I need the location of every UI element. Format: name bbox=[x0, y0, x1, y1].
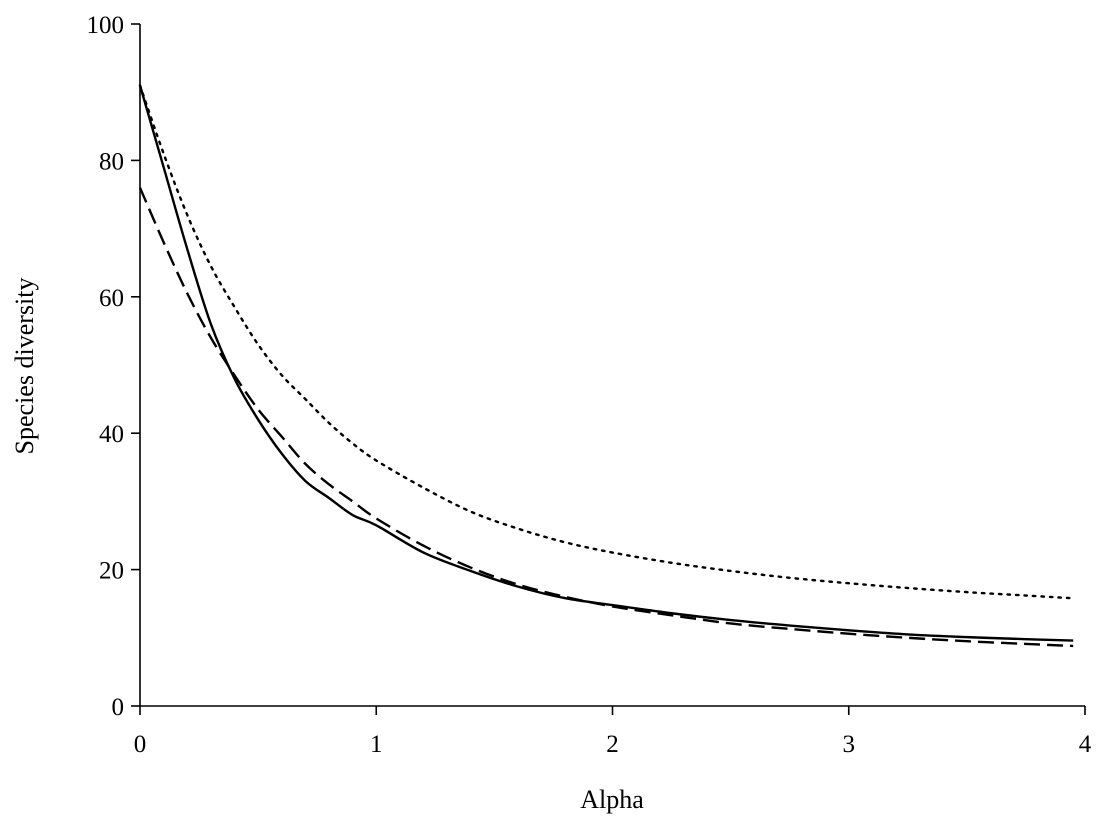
x-tick-label: 1 bbox=[370, 731, 383, 758]
series-line-dashed bbox=[138, 187, 1074, 648]
series-line-solid bbox=[138, 85, 1074, 642]
x-tick-label: 2 bbox=[606, 731, 619, 758]
y-tick-label: 60 bbox=[99, 285, 124, 312]
x-tick-label: 4 bbox=[1079, 731, 1092, 758]
y-tick-label: 0 bbox=[112, 694, 125, 721]
x-tick-label: 0 bbox=[134, 731, 147, 758]
x-tick-label: 3 bbox=[843, 731, 856, 758]
x-axis-title: Alpha bbox=[580, 785, 644, 814]
series-line-dotted bbox=[138, 84, 1075, 600]
y-tick-label: 40 bbox=[99, 421, 124, 448]
y-tick-label: 100 bbox=[87, 12, 125, 39]
y-tick-label: 80 bbox=[99, 148, 124, 175]
y-tick-label: 20 bbox=[99, 558, 124, 585]
axes bbox=[131, 23, 1086, 715]
tick-labels: 0 20 40 60 80 100 0 1 2 3 4 bbox=[87, 12, 1092, 758]
y-axis-title: Species diversity bbox=[10, 278, 39, 455]
series-layer bbox=[138, 84, 1075, 648]
